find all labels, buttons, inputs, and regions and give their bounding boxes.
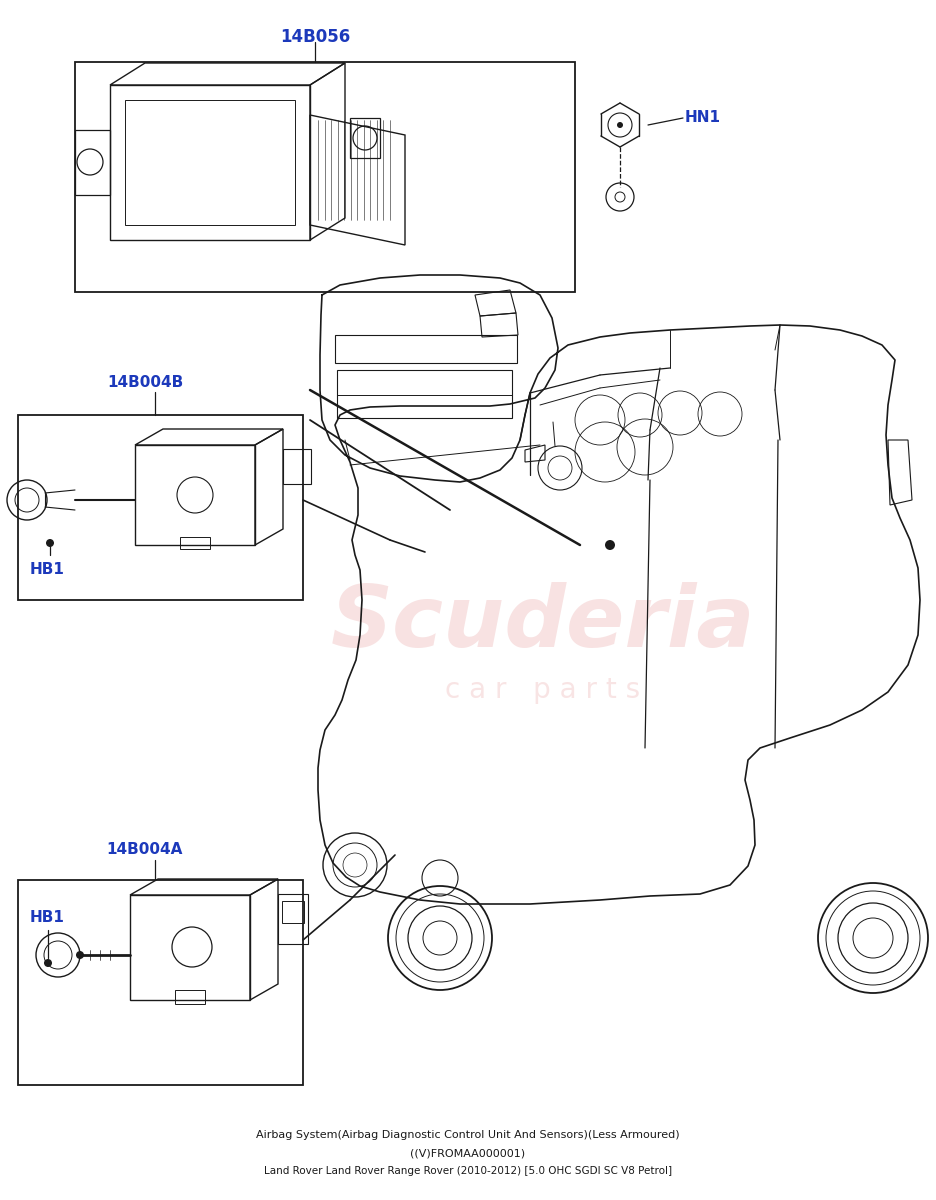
Bar	[18, 880, 303, 1085]
Text: 14B004B: 14B004B	[107, 374, 183, 390]
Text: 14B056: 14B056	[280, 28, 350, 46]
Bar	[335, 335, 517, 362]
Text: Land Rover Land Rover Range Rover (2010-2012) [5.0 OHC SGDI SC V8 Petrol]: Land Rover Land Rover Range Rover (2010-…	[264, 1166, 672, 1176]
Bar	[175, 990, 205, 1004]
Text: Airbag System(Airbag Diagnostic Control Unit And Sensors)(Less Armoured): Airbag System(Airbag Diagnostic Control …	[256, 1130, 680, 1140]
Text: c a r   p a r t s: c a r p a r t s	[446, 676, 640, 704]
Circle shape	[76, 950, 84, 959]
Text: HN1: HN1	[685, 110, 721, 126]
Text: HB1: HB1	[30, 563, 65, 577]
Text: ((V)FROMAA000001): ((V)FROMAA000001)	[411, 1148, 525, 1158]
Bar	[125, 100, 295, 226]
Circle shape	[46, 539, 54, 547]
Bar	[337, 370, 512, 418]
Circle shape	[44, 959, 52, 967]
Bar	[180, 538, 210, 550]
Bar	[282, 901, 304, 923]
Bar	[18, 415, 303, 600]
Circle shape	[617, 122, 623, 128]
Text: 14B004A: 14B004A	[107, 842, 183, 857]
Circle shape	[605, 540, 615, 550]
Text: Scuderia: Scuderia	[330, 582, 755, 666]
Bar	[75, 62, 575, 292]
Text: HB1: HB1	[30, 910, 65, 925]
